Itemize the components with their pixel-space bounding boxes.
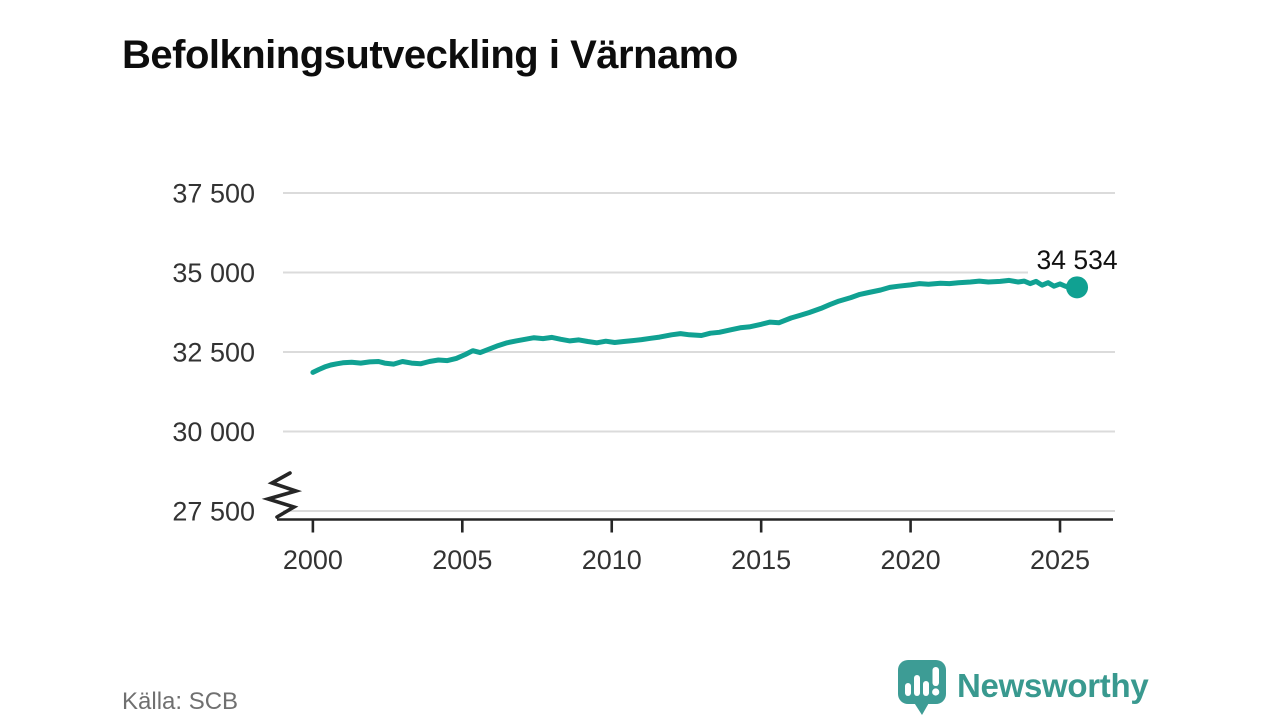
x-tick-label: 2005 — [432, 545, 492, 575]
y-tick-label: 30 000 — [172, 417, 255, 447]
x-tick-label: 2000 — [283, 545, 343, 575]
logo-bar-1 — [905, 683, 911, 696]
y-tick-label: 37 500 — [172, 179, 255, 209]
brand-logo: Newsworthy — [897, 659, 1149, 716]
logo-bubble-tail — [913, 701, 930, 715]
logo-exclamation-stem — [932, 667, 939, 686]
population-line — [310, 277, 1080, 375]
y-tick-label: 27 500 — [172, 497, 255, 527]
y-tick-label: 32 500 — [172, 338, 255, 368]
latest-point-marker — [1066, 276, 1089, 299]
x-tick-label: 2015 — [731, 545, 791, 575]
logo-bar-3 — [923, 681, 929, 696]
source-note: Källa: SCB — [122, 688, 239, 715]
y-tick-label: 35 000 — [172, 258, 255, 288]
x-tick-label: 2025 — [1030, 545, 1090, 575]
x-tick-label: 2010 — [582, 545, 642, 575]
logo-exclamation-dot — [932, 688, 940, 696]
newsworthy-logo-icon — [898, 660, 946, 715]
logo-bar-2 — [914, 675, 920, 696]
axis-break-icon — [261, 471, 303, 519]
chart-title: Befolkningsutveckling i Värnamo — [122, 32, 738, 77]
brand-name: Newsworthy — [957, 667, 1149, 704]
latest-value-label: 34 534 — [1037, 245, 1118, 275]
x-tick-label: 2020 — [881, 545, 941, 575]
